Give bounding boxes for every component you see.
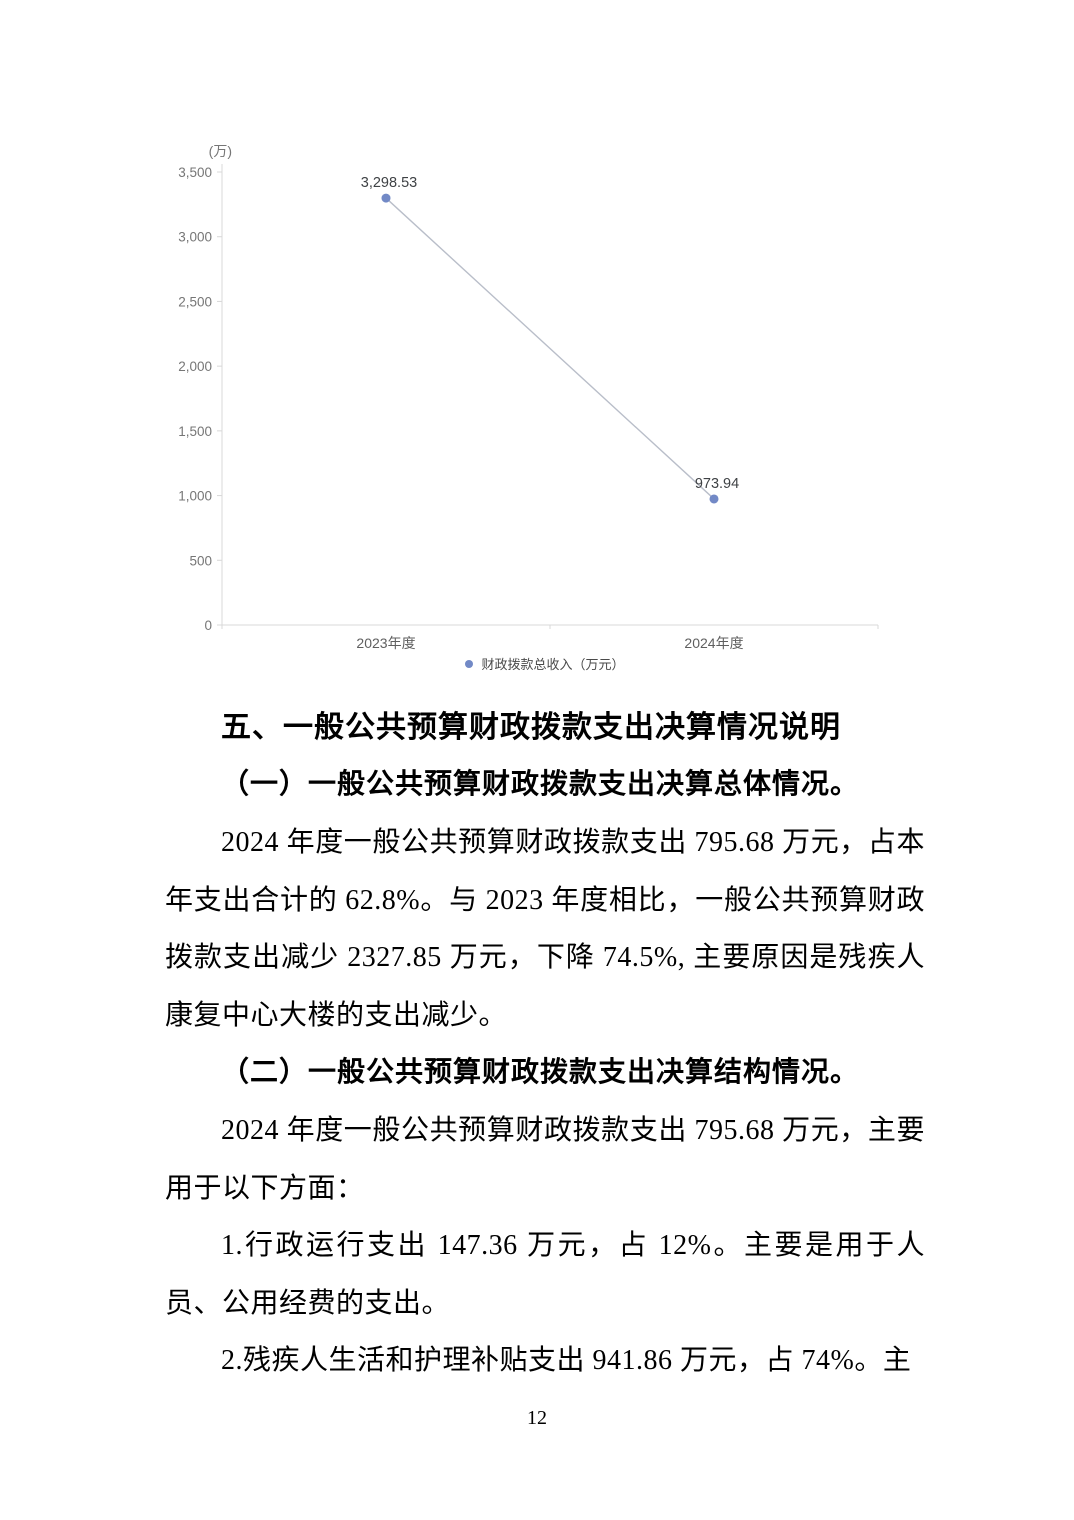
- x-tick-label: 2023年度: [356, 635, 415, 651]
- y-tick-label: 0: [204, 618, 212, 633]
- appropriation-income-chart: (万) 0 500 1,000 1,500 2,000 2,500 3,000 3,500 3,2…: [165, 140, 925, 673]
- paragraph-item-2: 2.残疾人生活和护理补贴支出 941.86 万元，占 74%。主: [221, 1345, 912, 1376]
- y-tick-label: 500: [189, 553, 212, 568]
- data-point: [381, 193, 391, 203]
- chart-canvas: (万) 0 500 1,000 1,500 2,000 2,500 3,000 3,500 3,2…: [178, 143, 879, 651]
- x-tick-label: 2024年度: [684, 635, 743, 651]
- y-tick-label: 3,500: [178, 165, 212, 180]
- page-number: 12: [527, 1407, 547, 1429]
- y-axis-unit-label: (万): [209, 143, 232, 159]
- data-label: 973.94: [695, 476, 739, 492]
- section-heading: 五、一般公共预算财政拨款支出决算情况说明: [221, 711, 841, 744]
- y-tick-label: 2,000: [178, 359, 212, 374]
- legend-marker-icon: [465, 659, 474, 668]
- y-tick-label: 1,000: [178, 489, 212, 504]
- document-body: 五、一般公共预算财政拨款支出决算情况说明 （一）一般公共预算财政拨款支出决算总体…: [165, 699, 925, 1390]
- legend-label: 财政拨款总收入（万元）: [481, 657, 625, 672]
- subsection-heading-2: （二）一般公共预算财政拨款支出决算结构情况。: [221, 1057, 860, 1088]
- subsection-heading-1: （一）一般公共预算财政拨款支出决算总体情况。: [221, 769, 860, 800]
- series-line: [385, 197, 715, 500]
- paragraph-structure-intro: 2024 年度一般公共预算财政拨款支出 795.68 万元，主要用于以下方面：: [165, 1115, 925, 1204]
- y-tick-label: 3,000: [178, 230, 212, 245]
- chart-legend: 财政拨款总收入（万元）: [192, 654, 898, 673]
- y-tick-label: 2,500: [178, 294, 212, 309]
- paragraph-overall-situation: 2024 年度一般公共预算财政拨款支出 795.68 万元，占本年支出合计的 6…: [165, 827, 925, 1031]
- data-point: [709, 494, 719, 504]
- paragraph-item-1: 1.行政运行支出 147.36 万元，占 12%。主要是用于人员、公用经费的支出…: [165, 1230, 925, 1319]
- page-content: (万) 0 500 1,000 1,500 2,000 2,500 3,000 3,500 3,2…: [165, 140, 925, 1390]
- y-tick-label: 1,500: [178, 424, 212, 439]
- data-label: 3,298.53: [361, 175, 417, 191]
